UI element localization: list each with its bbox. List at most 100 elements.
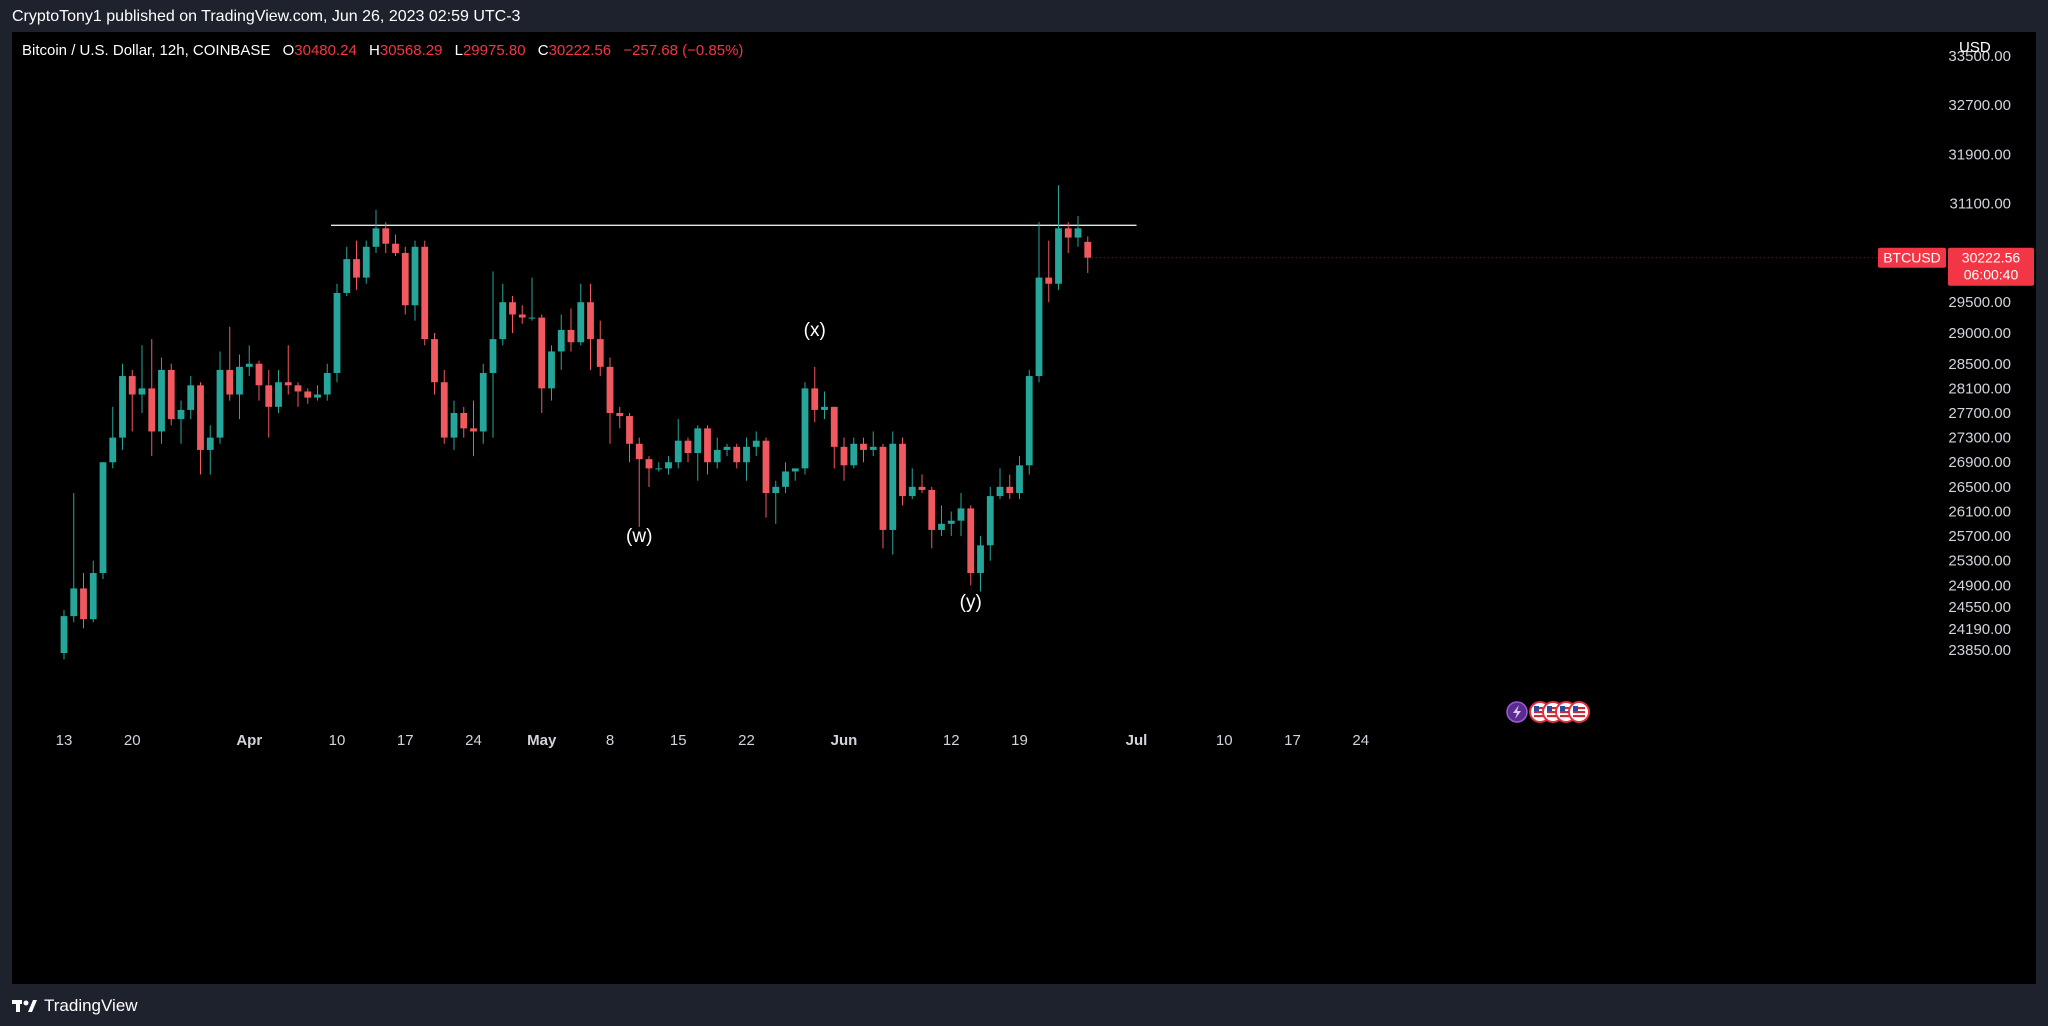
candle-body (889, 443, 897, 530)
price-badge-value: 30222.56 (1962, 250, 2021, 266)
lightning-event-icon[interactable] (1506, 701, 1528, 723)
flag-stripe (1560, 707, 1572, 710)
candle (489, 271, 497, 438)
candle-body (89, 573, 97, 620)
candle-body (216, 369, 224, 438)
candle-body (245, 363, 253, 367)
candle-body (431, 339, 438, 383)
x-tick-label: 10 (1216, 732, 1233, 749)
candle (382, 222, 390, 253)
candle (216, 351, 224, 444)
flag-stripe (1534, 707, 1546, 710)
y-tick-label: 31900.00 (1948, 146, 2011, 163)
candle (869, 431, 877, 457)
flag-canton (1573, 706, 1578, 711)
candle-body (421, 246, 429, 340)
candle-body (762, 440, 770, 494)
flag-stripe (1547, 707, 1559, 710)
y-tick-label: 26900.00 (1948, 454, 2011, 471)
candle (314, 385, 321, 401)
candle (743, 437, 750, 481)
candle-body (557, 329, 565, 352)
candle (879, 443, 887, 549)
candle-body (791, 468, 799, 472)
candle (1035, 222, 1043, 383)
change-value: −257.68 (−0.85%) (623, 42, 744, 59)
candle (89, 560, 97, 623)
candle (811, 366, 819, 423)
candle (830, 406, 838, 469)
candle-body (197, 385, 204, 450)
candle-body (704, 428, 711, 463)
candle-body (1006, 486, 1014, 494)
candle (362, 240, 370, 284)
candle (518, 305, 526, 324)
x-tick-label: Jun (831, 732, 858, 749)
flag-stripe (1547, 715, 1559, 718)
candle (1045, 240, 1053, 303)
candle (431, 332, 438, 395)
candle-body (148, 388, 156, 432)
candle (1055, 185, 1062, 290)
candle (587, 283, 594, 370)
y-tick-label: 24900.00 (1948, 577, 2011, 594)
candle (635, 437, 643, 527)
wave-label[interactable]: (w) (626, 526, 652, 547)
candle-body (70, 588, 78, 617)
y-tick-label: 25300.00 (1948, 553, 2011, 570)
candle-body (479, 372, 487, 432)
flag-stripe (1534, 715, 1546, 718)
candle (616, 406, 624, 429)
close-value: 30222.56 (548, 42, 612, 59)
candle (119, 363, 126, 450)
brand-name: TradingView (44, 996, 138, 1015)
candle-body (450, 412, 458, 438)
wave-label[interactable]: (x) (804, 320, 826, 341)
candlestick-chart[interactable]: (w) (x) (y) 33500.00 32700.00 31900.00 31100.… (12, 32, 2036, 984)
candle (226, 326, 234, 401)
symbol-legend: Bitcoin / U.S. Dollar, 12h, COINBASE O30… (22, 42, 743, 59)
candle-body (187, 385, 195, 410)
y-tick-label: 25700.00 (1948, 528, 2011, 545)
candle-body (801, 388, 809, 469)
candle-body (1016, 465, 1023, 494)
symbol-title[interactable]: Bitcoin / U.S. Dollar, 12h, COINBASE (22, 42, 271, 59)
candle-body (353, 259, 360, 278)
y-tick-label: 24190.00 (1948, 621, 2011, 638)
candle-body (869, 446, 877, 450)
candle-body (928, 489, 936, 530)
publish-info: CryptoTony1 published on TradingView.com… (12, 8, 521, 25)
ticker-badge[interactable] (1878, 247, 1946, 268)
chart-panel[interactable]: (w) (x) (y) 33500.00 32700.00 31900.00 31100.… (12, 32, 2036, 984)
candle (206, 425, 214, 475)
tradingview-logo[interactable]: TradingView (12, 996, 138, 1016)
candle-body (723, 446, 731, 450)
x-tick-label: 17 (397, 732, 414, 749)
y-tick-label: 29500.00 (1948, 294, 2011, 311)
flag-stripe (1547, 711, 1559, 714)
candle-body (733, 446, 741, 463)
candle-body (587, 302, 594, 340)
price-badge[interactable] (1948, 247, 2034, 286)
flag-canton (1560, 706, 1565, 711)
us-flag-event-icon[interactable] (1568, 701, 1590, 723)
price-badge-countdown: 06:00:40 (1964, 267, 2019, 283)
candle (908, 468, 916, 500)
candle (626, 412, 633, 463)
candle (684, 437, 692, 463)
candle (1025, 369, 1033, 475)
candle-body (99, 462, 107, 574)
wave-label[interactable]: (y) (960, 592, 982, 613)
top-bar: CryptoTony1 published on TradingView.com… (0, 0, 2048, 32)
candle-body (323, 372, 331, 395)
candle-body (830, 406, 838, 447)
candle-body (538, 317, 546, 389)
open-value: 30480.24 (294, 42, 357, 59)
candle-body (372, 228, 380, 247)
candle-body (440, 382, 448, 438)
candle (294, 382, 302, 407)
candle (323, 363, 331, 401)
y-tick-label: 33500.00 (1948, 48, 2011, 65)
currency-label[interactable]: USD (1959, 39, 1991, 56)
candle (411, 240, 419, 321)
